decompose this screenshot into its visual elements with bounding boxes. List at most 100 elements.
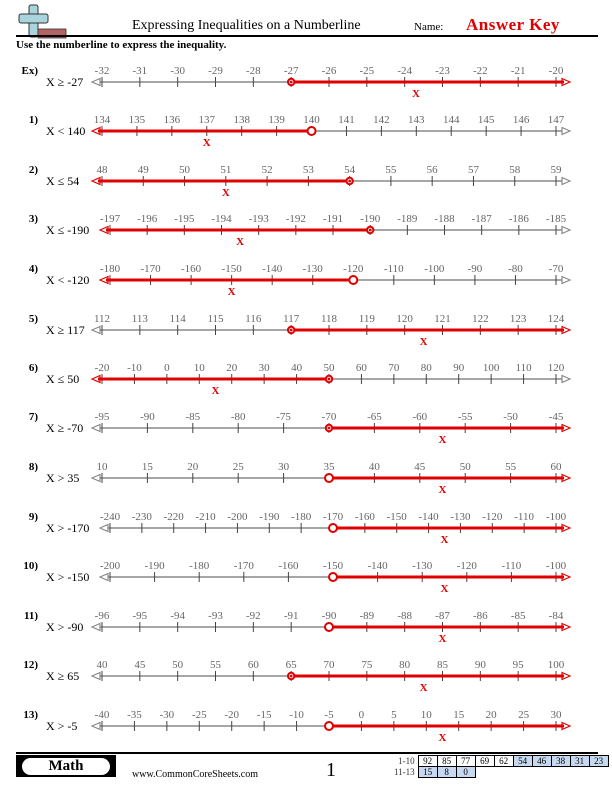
left-arrow-icon — [98, 523, 109, 533]
tick-label: 122 — [472, 313, 489, 325]
inequality-label: X > -5 — [46, 719, 78, 733]
tick-label: -25 — [359, 65, 374, 77]
tick-label: -96 — [95, 610, 110, 622]
tick-label: -120 — [457, 560, 478, 572]
left-arrow-icon — [98, 225, 109, 235]
tick-label: 30 — [278, 461, 290, 473]
open-point-icon — [306, 126, 317, 136]
tick-label: -240 — [100, 511, 121, 523]
inequality-label: X ≤ 50 — [46, 372, 80, 386]
tick-label: -70 — [322, 411, 337, 423]
inequality-label: X < -120 — [46, 273, 90, 287]
tick-label: -193 — [249, 213, 270, 225]
left-arrow-icon — [90, 671, 101, 681]
inequality-label: X ≥ 117 — [46, 323, 85, 337]
tick-label: -85 — [511, 610, 526, 622]
tick-label: -90 — [140, 411, 155, 423]
tick-label: 54 — [344, 164, 356, 176]
tick-label: -170 — [323, 511, 344, 523]
tick-label: 15 — [142, 461, 154, 473]
tick-label: -55 — [458, 411, 473, 423]
left-arrow-icon — [90, 721, 101, 731]
tick-label: 100 — [548, 659, 565, 671]
tick-label: -180 — [189, 560, 210, 572]
tick-label: 0 — [359, 709, 365, 721]
question-number: 5) — [28, 313, 38, 325]
right-arrow-icon — [561, 423, 572, 433]
right-arrow-icon — [561, 126, 572, 136]
tick-label: -80 — [231, 411, 246, 423]
tick-label: 116 — [245, 313, 262, 325]
tick-label: 40 — [291, 362, 303, 374]
tick-label: -120 — [482, 511, 503, 523]
header-divider — [16, 35, 598, 37]
tick-label: 49 — [138, 164, 150, 176]
inequality-label: X ≥ 65 — [46, 669, 80, 683]
tick-label: 10 — [194, 362, 206, 374]
subject-label: Math — [22, 758, 110, 775]
tick-label: 15 — [453, 709, 465, 721]
tick-label: 112 — [94, 313, 110, 325]
inequality-label: X > -90 — [46, 620, 84, 634]
right-arrow-icon — [561, 572, 572, 582]
tick-label: -195 — [174, 213, 195, 225]
x-mark: X — [228, 286, 236, 298]
tick-label: 20 — [226, 362, 238, 374]
left-arrow-icon — [98, 275, 109, 285]
score-cell: 31 — [569, 755, 590, 767]
closed-point-icon — [324, 374, 334, 384]
score-cell: 92 — [417, 755, 438, 767]
x-mark: X — [441, 534, 449, 546]
open-point-icon — [324, 622, 334, 632]
right-arrow-icon — [561, 275, 572, 285]
tick-label: 146 — [513, 114, 530, 126]
tick-label: -150 — [222, 263, 243, 275]
score-range-label: 1-10 — [398, 756, 415, 766]
tick-label: -190 — [259, 511, 280, 523]
tick-label: 70 — [388, 362, 400, 374]
tick-label: 100 — [483, 362, 500, 374]
tick-label: 114 — [170, 313, 187, 325]
tick-label: -100 — [424, 263, 445, 275]
page-title: Expressing Inequalities on a Numberline — [132, 18, 361, 33]
tick-label: 25 — [518, 709, 530, 721]
left-arrow-icon — [90, 77, 101, 87]
tick-label: -92 — [246, 610, 261, 622]
tick-label: -170 — [234, 560, 255, 572]
inequality-label: X ≥ -70 — [46, 421, 84, 435]
question-number: 9) — [28, 511, 38, 523]
tick-label: -100 — [546, 560, 567, 572]
score-cell: 38 — [550, 755, 571, 767]
tick-label: -24 — [397, 65, 412, 77]
score-cell: 46 — [531, 755, 552, 767]
tick-label: 50 — [172, 659, 184, 671]
name-label: Name: — [414, 21, 444, 33]
tick-label: -130 — [450, 511, 471, 523]
tick-label: -190 — [145, 560, 166, 572]
right-arrow-icon — [561, 721, 572, 731]
tick-label: 53 — [303, 164, 315, 176]
tick-label: 110 — [516, 362, 533, 374]
tick-label: -22 — [473, 65, 488, 77]
question-number: 10) — [23, 560, 38, 572]
left-arrow-icon — [90, 423, 101, 433]
score-cell: 85 — [436, 755, 457, 767]
closed-point-icon — [286, 325, 296, 335]
tick-label: -210 — [195, 511, 216, 523]
tick-label: -190 — [360, 213, 381, 225]
tick-label: -5 — [324, 709, 334, 721]
tick-label: -140 — [262, 263, 283, 275]
x-mark: X — [420, 336, 428, 348]
tick-label: -110 — [502, 560, 522, 572]
tick-label: 113 — [132, 313, 149, 325]
tick-label: 65 — [286, 659, 298, 671]
right-arrow-icon — [561, 622, 572, 632]
closed-point-icon — [286, 671, 296, 681]
